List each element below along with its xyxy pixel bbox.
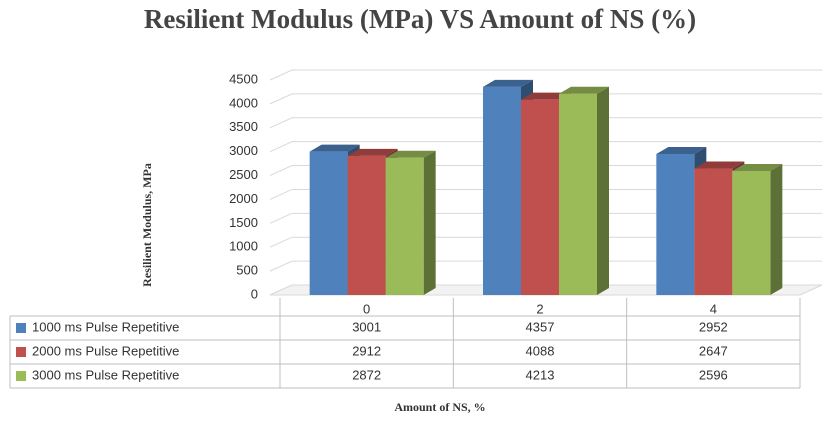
legend-label: 2000 ms Pulse Repetitive [32,343,179,358]
x-tick-label: 0 [363,301,370,316]
grid-line [269,117,822,129]
bar-top [656,146,707,154]
y-tick-label: 2500 [229,167,258,182]
bar [385,157,424,295]
bar [559,93,597,295]
bar [694,168,733,295]
legend-swatch [16,347,26,357]
bar [732,170,771,295]
grid-line [269,141,822,153]
y-tick-label: 3500 [229,119,258,134]
bar-top [694,161,745,169]
bar [656,153,695,295]
grid-line [269,165,822,177]
table-value: 2647 [699,343,728,358]
legend-swatch [16,371,26,381]
table-value: 2952 [699,319,728,334]
table-value: 2912 [352,343,381,358]
bar-side [423,150,436,295]
grid-line [269,93,822,105]
bar-top [732,163,783,171]
legend-label: 1000 ms Pulse Repetitive [32,319,179,334]
chart-title: Resilient Modulus (MPa) VS Amount of NS … [143,4,697,34]
bar [347,155,386,295]
bar-top [309,144,360,152]
legend-swatch [16,323,26,333]
bar-top [347,148,398,156]
x-tick-label: 2 [536,301,543,316]
grid-line [269,260,822,272]
grid-line [269,212,822,224]
bar-side [770,163,783,295]
legend-label: 3000 ms Pulse Repetitive [32,367,179,382]
x-tick-label: 4 [710,301,717,316]
bar-top [385,150,436,158]
grid-line [269,69,822,81]
y-tick-label: 4500 [229,71,258,86]
table-value: 2596 [699,367,728,382]
y-tick-label: 4000 [229,95,258,110]
bar [309,151,348,295]
y-tick-label: 3000 [229,143,258,158]
table-value: 4088 [526,343,555,358]
table-value: 3001 [352,319,381,334]
y-tick-label: 0 [251,286,258,301]
bar-top [521,92,571,100]
y-tick-label: 2000 [229,191,258,206]
table-value: 2872 [352,367,381,382]
grid-line [269,188,822,200]
grid-line [269,236,822,248]
bar-top [483,79,533,87]
y-tick-label: 500 [236,263,258,278]
table-value: 4213 [526,367,555,382]
bar-top [559,86,609,94]
table-value: 4357 [526,319,555,334]
y-axis-label: Resilient Modulus, MPa [140,163,154,287]
bar-side [597,86,609,295]
bar [483,86,521,296]
y-tick-label: 1000 [229,239,258,254]
x-axis-label: Amount of NS, % [394,400,485,414]
bar [521,99,559,295]
y-tick-label: 1500 [229,215,258,230]
